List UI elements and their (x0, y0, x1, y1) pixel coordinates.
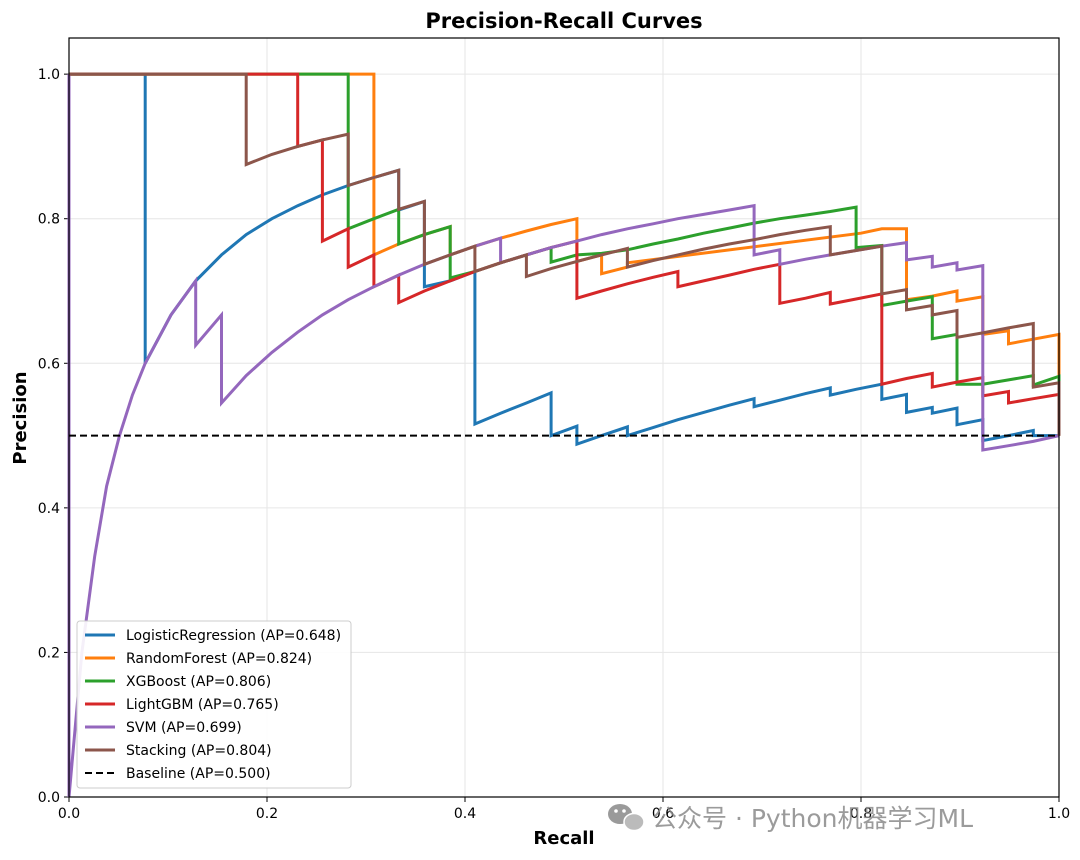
legend: LogisticRegression (AP=0.648) RandomFores… (76, 620, 352, 789)
legend-item-svm: SVM (AP=0.699) (85, 720, 242, 736)
plot-frame (68, 37, 1060, 798)
x-tick-label: 0.2 (256, 806, 278, 822)
x-tick-label: 1.0 (1048, 806, 1070, 822)
wechat-icon (608, 804, 645, 832)
legend-label: LightGBM (AP=0.765) (126, 697, 279, 713)
legend-box (76, 620, 352, 789)
series-lines (67, 72, 1061, 798)
series-line-stacking (69, 72, 1061, 436)
chart-title: Precision-Recall Curves (425, 9, 702, 33)
legend-label: Stacking (AP=0.804) (126, 743, 272, 759)
legend-item-logisticregression: LogisticRegression (AP=0.648) (85, 628, 341, 644)
legend-item-xgboost: XGBoost (AP=0.806) (85, 674, 271, 690)
watermark-text: 公众号 · Python机器学习ML (652, 804, 973, 833)
y-tick-label: 0.4 (38, 501, 60, 517)
legend-item-stacking: Stacking (AP=0.804) (85, 743, 272, 759)
legend-item-baseline: Baseline (AP=0.500) (85, 766, 271, 782)
legend-label: RandomForest (AP=0.824) (126, 651, 312, 667)
legend-label: Baseline (AP=0.500) (126, 766, 271, 782)
x-axis-label: Recall (533, 828, 594, 849)
y-tick-label: 1.0 (38, 67, 60, 83)
watermark: 公众号 · Python机器学习ML (608, 804, 973, 833)
legend-label: LogisticRegression (AP=0.648) (126, 628, 341, 644)
legend-label: SVM (AP=0.699) (126, 720, 242, 736)
legend-label: XGBoost (AP=0.806) (126, 674, 271, 690)
legend-item-randomforest: RandomForest (AP=0.824) (85, 651, 312, 667)
y-tick-label: 0.8 (38, 212, 60, 228)
y-tick-label: 0.2 (38, 645, 60, 661)
x-tick-label: 0.6 (652, 806, 674, 822)
y-tick-label: 0.0 (38, 790, 60, 806)
series-line-svm (67, 74, 1060, 798)
axis-ticks: 0.0 0.2 0.4 0.6 0.8 1.0 0.0 0.2 0.4 0.6 0.8 1.0 (38, 67, 1070, 822)
x-tick-label: 0.0 (58, 806, 80, 822)
y-tick-label: 0.6 (38, 356, 60, 372)
x-tick-label: 0.4 (454, 806, 476, 822)
series-line-logisticregression (69, 72, 1059, 447)
legend-item-lightgbm: LightGBM (AP=0.765) (85, 697, 279, 713)
x-tick-label: 0.8 (850, 806, 872, 822)
series-line-xgboost (69, 72, 1061, 436)
y-axis-label: Precision (10, 371, 31, 464)
series-line-lightgbm (69, 72, 1061, 436)
